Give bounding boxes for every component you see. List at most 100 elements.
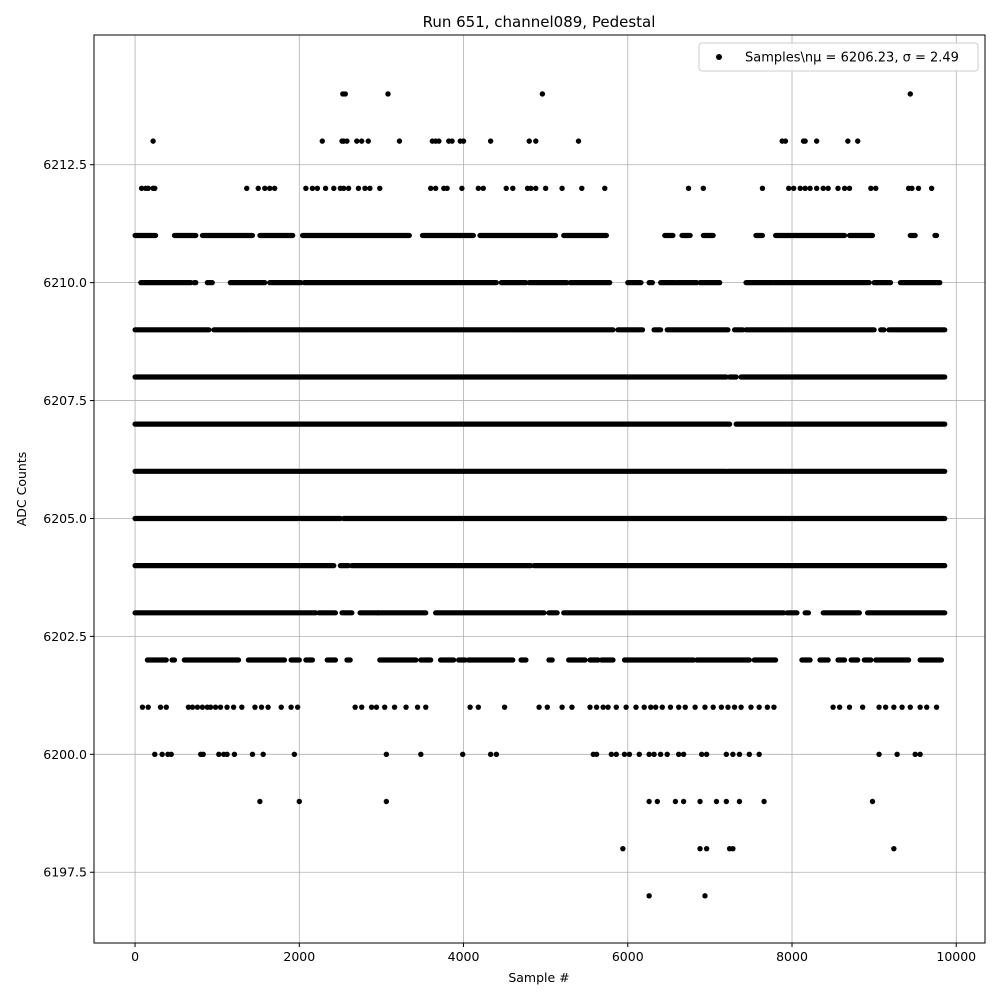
sample-point xyxy=(841,185,848,191)
y-axis-label: ADC Counts xyxy=(14,452,29,527)
sample-point xyxy=(352,704,358,710)
sample-point xyxy=(703,845,710,852)
sample-point xyxy=(354,138,360,144)
sample-point xyxy=(659,704,665,710)
sample-point xyxy=(150,138,156,144)
sample-point xyxy=(475,185,482,191)
x-tick-label: 4000 xyxy=(448,949,480,964)
legend-box xyxy=(698,42,979,72)
sample-point xyxy=(257,798,263,805)
sample-point xyxy=(487,138,494,144)
sample-point xyxy=(544,704,551,710)
sample-point xyxy=(646,893,652,899)
sample-point xyxy=(782,138,789,144)
sample-point xyxy=(460,751,466,758)
sample-point xyxy=(367,185,373,191)
sample-point xyxy=(449,138,455,144)
sample-point xyxy=(403,704,409,710)
sample-point xyxy=(152,185,158,191)
sample-point xyxy=(912,751,918,758)
sample-point xyxy=(891,704,897,710)
sample-point xyxy=(252,704,258,710)
sample-point xyxy=(244,185,250,191)
sample-point xyxy=(813,185,820,191)
sample-point xyxy=(294,704,301,710)
sample-point xyxy=(700,185,707,191)
sample-point xyxy=(342,91,348,97)
sample-point xyxy=(623,704,629,710)
sample-point xyxy=(459,185,465,191)
sample-point xyxy=(157,704,164,710)
sample-point xyxy=(262,185,268,191)
sample-point xyxy=(533,138,539,144)
sample-point xyxy=(797,185,803,191)
sample-point xyxy=(657,751,664,758)
sample-point xyxy=(587,704,593,710)
sample-point xyxy=(382,704,388,710)
sample-point xyxy=(536,704,542,710)
sample-point xyxy=(231,751,238,758)
sample-point xyxy=(882,704,889,710)
y-tick-label: 6212.5 xyxy=(43,157,87,172)
sample-point xyxy=(423,704,429,710)
sample-point xyxy=(436,138,442,144)
sample-point xyxy=(501,704,508,710)
sample-point xyxy=(654,798,661,805)
sample-point xyxy=(605,704,611,710)
sample-point xyxy=(667,704,674,710)
sample-point xyxy=(355,185,362,191)
x-axis-ticks: 0 2000 4000 6000 8000 10000 xyxy=(131,943,976,964)
sample-point xyxy=(725,704,731,710)
sample-point xyxy=(680,751,687,758)
sample-point xyxy=(703,751,710,758)
sample-point xyxy=(224,751,230,758)
sample-point xyxy=(359,138,365,144)
sample-point xyxy=(575,138,582,144)
x-tick-label: 8000 xyxy=(776,949,808,964)
sample-point xyxy=(145,185,151,191)
sample-point xyxy=(680,798,687,805)
sample-point xyxy=(533,185,539,191)
sample-point xyxy=(383,751,390,758)
sample-point xyxy=(620,845,626,852)
sample-point xyxy=(845,138,851,144)
sample-point xyxy=(830,704,836,710)
sample-point xyxy=(608,751,615,758)
chart-title: Run 651, channel089, Pedestal xyxy=(423,13,656,31)
sample-point xyxy=(652,704,659,710)
x-tick-label: 2000 xyxy=(283,949,315,964)
sample-point xyxy=(846,704,853,710)
sample-point xyxy=(636,751,642,758)
sample-point xyxy=(825,185,831,191)
sample-point xyxy=(480,185,486,191)
sample-point xyxy=(820,185,826,191)
sample-point xyxy=(646,751,652,758)
sample-point xyxy=(200,751,206,758)
y-tick-label: 6202.5 xyxy=(43,629,87,644)
sample-point xyxy=(723,798,730,805)
x-tick-label: 0 xyxy=(131,949,139,964)
sample-point xyxy=(613,704,619,710)
y-tick-label: 6205.0 xyxy=(43,511,87,526)
sample-point xyxy=(217,704,224,710)
sample-point xyxy=(414,704,421,710)
sample-point xyxy=(702,893,708,899)
sample-point xyxy=(917,751,923,758)
sample-point xyxy=(836,704,843,710)
sample-point xyxy=(682,704,688,710)
x-axis-label: Sample # xyxy=(508,970,569,985)
sample-point xyxy=(260,751,266,758)
sample-point xyxy=(923,704,930,710)
sample-point xyxy=(869,798,876,805)
sample-point xyxy=(322,185,329,191)
sample-point xyxy=(212,704,219,710)
sample-point xyxy=(730,845,736,852)
sample-point xyxy=(291,751,298,758)
sample-point xyxy=(216,751,222,758)
sample-point xyxy=(748,704,754,710)
sample-point xyxy=(391,704,398,710)
sample-point xyxy=(651,751,657,758)
x-tick-label: 6000 xyxy=(612,949,644,964)
sample-point xyxy=(185,704,192,710)
